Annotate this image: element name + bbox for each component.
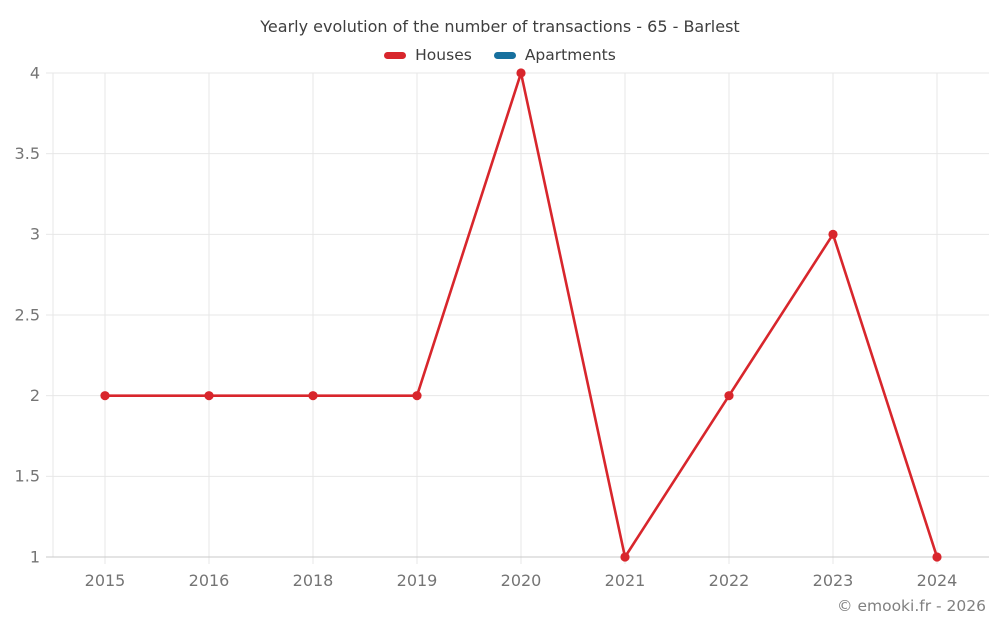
x-axis-label: 2015 [85, 571, 126, 590]
y-axis-label: 1 [30, 547, 40, 566]
y-axis-label: 3.5 [15, 144, 40, 163]
data-point-houses-2015 [100, 391, 110, 401]
x-axis-label: 2016 [189, 571, 230, 590]
chart-title: Yearly evolution of the number of transa… [260, 17, 740, 36]
x-axis-label: 2021 [605, 571, 646, 590]
data-point-houses-2024 [932, 552, 942, 562]
data-point-houses-2018 [308, 391, 318, 401]
houses-legend-label: Houses [415, 46, 472, 64]
x-axis-label: 2022 [709, 571, 750, 590]
data-point-houses-2023 [828, 229, 838, 239]
copyright-footer: © emooki.fr - 2026 [837, 597, 986, 615]
y-axis-label: 2 [30, 386, 40, 405]
legend-item-apartments[interactable]: Apartments [493, 46, 616, 64]
x-axis-label: 2023 [813, 571, 854, 590]
data-point-houses-2020 [516, 68, 526, 78]
chart-legend: Houses Apartments [0, 46, 1000, 64]
x-axis-label: 2020 [501, 571, 542, 590]
data-point-houses-2021 [620, 552, 630, 562]
y-axis-label: 1.5 [15, 467, 40, 486]
x-axis-label: 2024 [917, 571, 958, 590]
data-point-houses-2016 [204, 391, 214, 401]
apartments-legend-label: Apartments [524, 46, 616, 64]
x-axis-label: 2018 [293, 571, 334, 590]
y-axis-label: 2.5 [15, 305, 40, 324]
y-axis-label: 4 [30, 63, 40, 82]
houses-legend-swatch [384, 51, 407, 59]
x-axis-label: 2019 [397, 571, 438, 590]
data-point-houses-2019 [412, 391, 422, 401]
data-point-houses-2022 [724, 391, 734, 401]
apartments-legend-swatch [493, 51, 516, 59]
legend-item-houses[interactable]: Houses [384, 46, 472, 64]
y-axis-label: 3 [30, 225, 40, 244]
